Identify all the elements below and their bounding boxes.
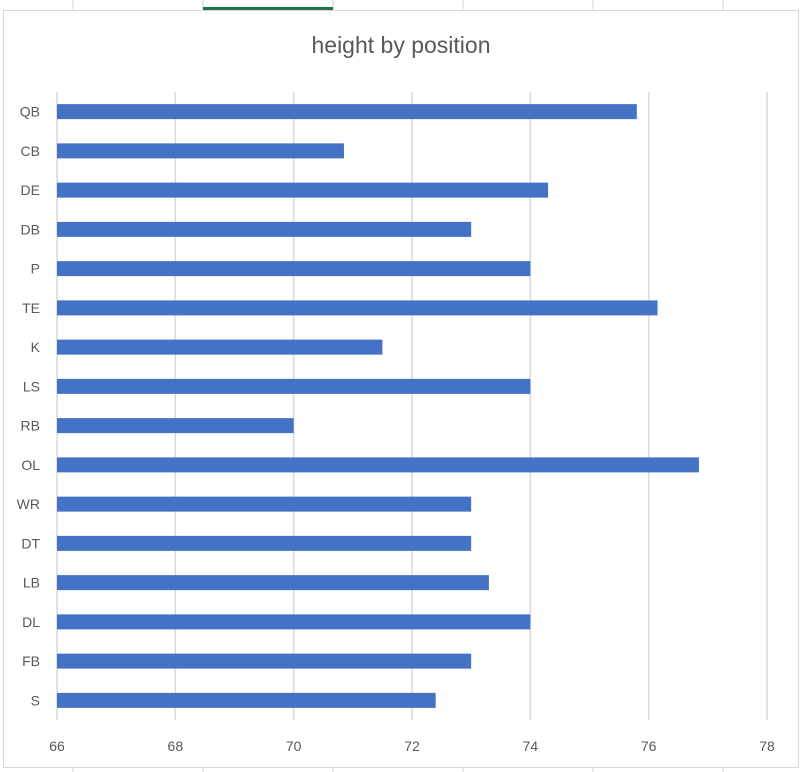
category-label: QB xyxy=(20,104,40,120)
category-label: S xyxy=(31,692,40,708)
bar-wr[interactable] xyxy=(57,496,472,512)
x-tick-label: 70 xyxy=(286,738,302,754)
bar-ls[interactable] xyxy=(57,378,531,394)
bar-fb[interactable] xyxy=(57,653,472,669)
active-column-indicator xyxy=(203,7,333,10)
category-label: DT xyxy=(21,535,40,551)
category-label: DB xyxy=(21,221,40,237)
category-label: LS xyxy=(23,378,40,394)
category-label: RB xyxy=(21,418,40,434)
chart-title[interactable]: height by position xyxy=(311,32,491,58)
bar-te[interactable] xyxy=(57,300,658,316)
category-label: CB xyxy=(21,143,40,159)
x-tick-label: 74 xyxy=(523,738,539,754)
category-label: DL xyxy=(22,614,40,630)
x-tick-label: 66 xyxy=(49,738,65,754)
x-tick-label: 68 xyxy=(168,738,184,754)
category-label: FB xyxy=(22,653,40,669)
category-label: OL xyxy=(21,457,40,473)
bar-lb[interactable] xyxy=(57,575,489,591)
category-label: DE xyxy=(21,182,40,198)
bar-db[interactable] xyxy=(57,221,472,237)
category-label: TE xyxy=(22,300,40,316)
category-label: K xyxy=(31,339,41,355)
x-tick-label: 76 xyxy=(641,738,657,754)
category-label: P xyxy=(31,261,40,277)
bar-qb[interactable] xyxy=(57,104,637,120)
x-tick-label: 72 xyxy=(404,738,420,754)
category-label: WR xyxy=(17,496,40,512)
bar-dl[interactable] xyxy=(57,614,531,630)
category-label: LB xyxy=(23,575,40,591)
bar-p[interactable] xyxy=(57,261,531,277)
bar-dt[interactable] xyxy=(57,535,472,551)
bar-de[interactable] xyxy=(57,182,549,198)
bar-k[interactable] xyxy=(57,339,383,355)
bar-ol[interactable] xyxy=(57,457,699,473)
bar-s[interactable] xyxy=(57,692,436,708)
x-tick-label: 78 xyxy=(759,738,775,754)
bar-rb[interactable] xyxy=(57,418,294,434)
bar-cb[interactable] xyxy=(57,143,344,159)
